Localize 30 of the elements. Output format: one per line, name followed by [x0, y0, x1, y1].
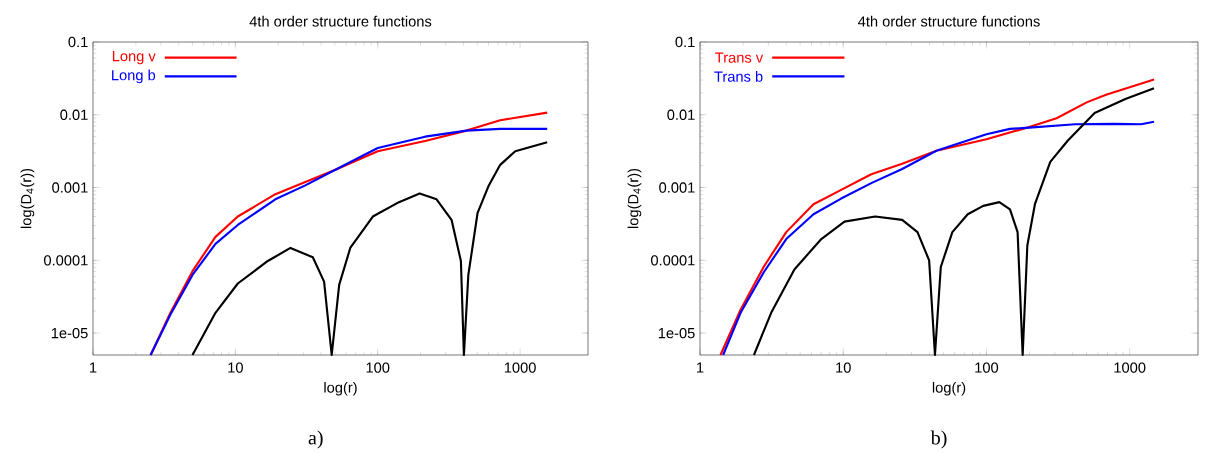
y-axis-title: log(D$_{4}$(r)): [20, 168, 35, 228]
y-tick-label: 0.1: [675, 36, 695, 48]
text: Long v: [112, 51, 156, 65]
y-tick-label: 1e-05: [658, 327, 695, 339]
text: Trans b: [714, 71, 763, 82]
y-tick-label: 0.0001: [44, 255, 88, 266]
text: a): [308, 430, 323, 449]
y-tick-label: 0.01: [60, 109, 88, 120]
x-axis-title: log(r): [932, 381, 966, 396]
text: Long b: [112, 69, 156, 84]
x-tick-label: 1: [90, 362, 97, 373]
y-tick-label: 0.0001: [651, 255, 695, 266]
x-tick-label: 1000: [1114, 362, 1146, 373]
y-tick-label: 1e-05: [51, 327, 88, 339]
x-tick-label: 100: [366, 362, 390, 373]
y-tick-label: 0.001: [659, 182, 695, 193]
text: b): [930, 430, 947, 449]
y-tick-label: 0.1: [68, 36, 88, 48]
chart-title: 4th order structure functions: [858, 15, 1040, 27]
y-axis-title: log(D$_{4}$(r)): [627, 168, 642, 228]
text: Trans v: [715, 52, 764, 63]
x-axis-title: log(r): [324, 381, 357, 396]
y-tick-label: 0.001: [52, 182, 88, 193]
chart-title: 4th order structure functions: [249, 15, 432, 27]
x-tick-label: 10: [836, 362, 851, 373]
x-tick-label: 10: [228, 362, 243, 373]
x-tick-label: 1000: [504, 362, 536, 373]
x-tick-label: 100: [975, 362, 999, 373]
x-tick-label: 1: [697, 362, 704, 373]
y-tick-label: 0.01: [667, 109, 695, 120]
